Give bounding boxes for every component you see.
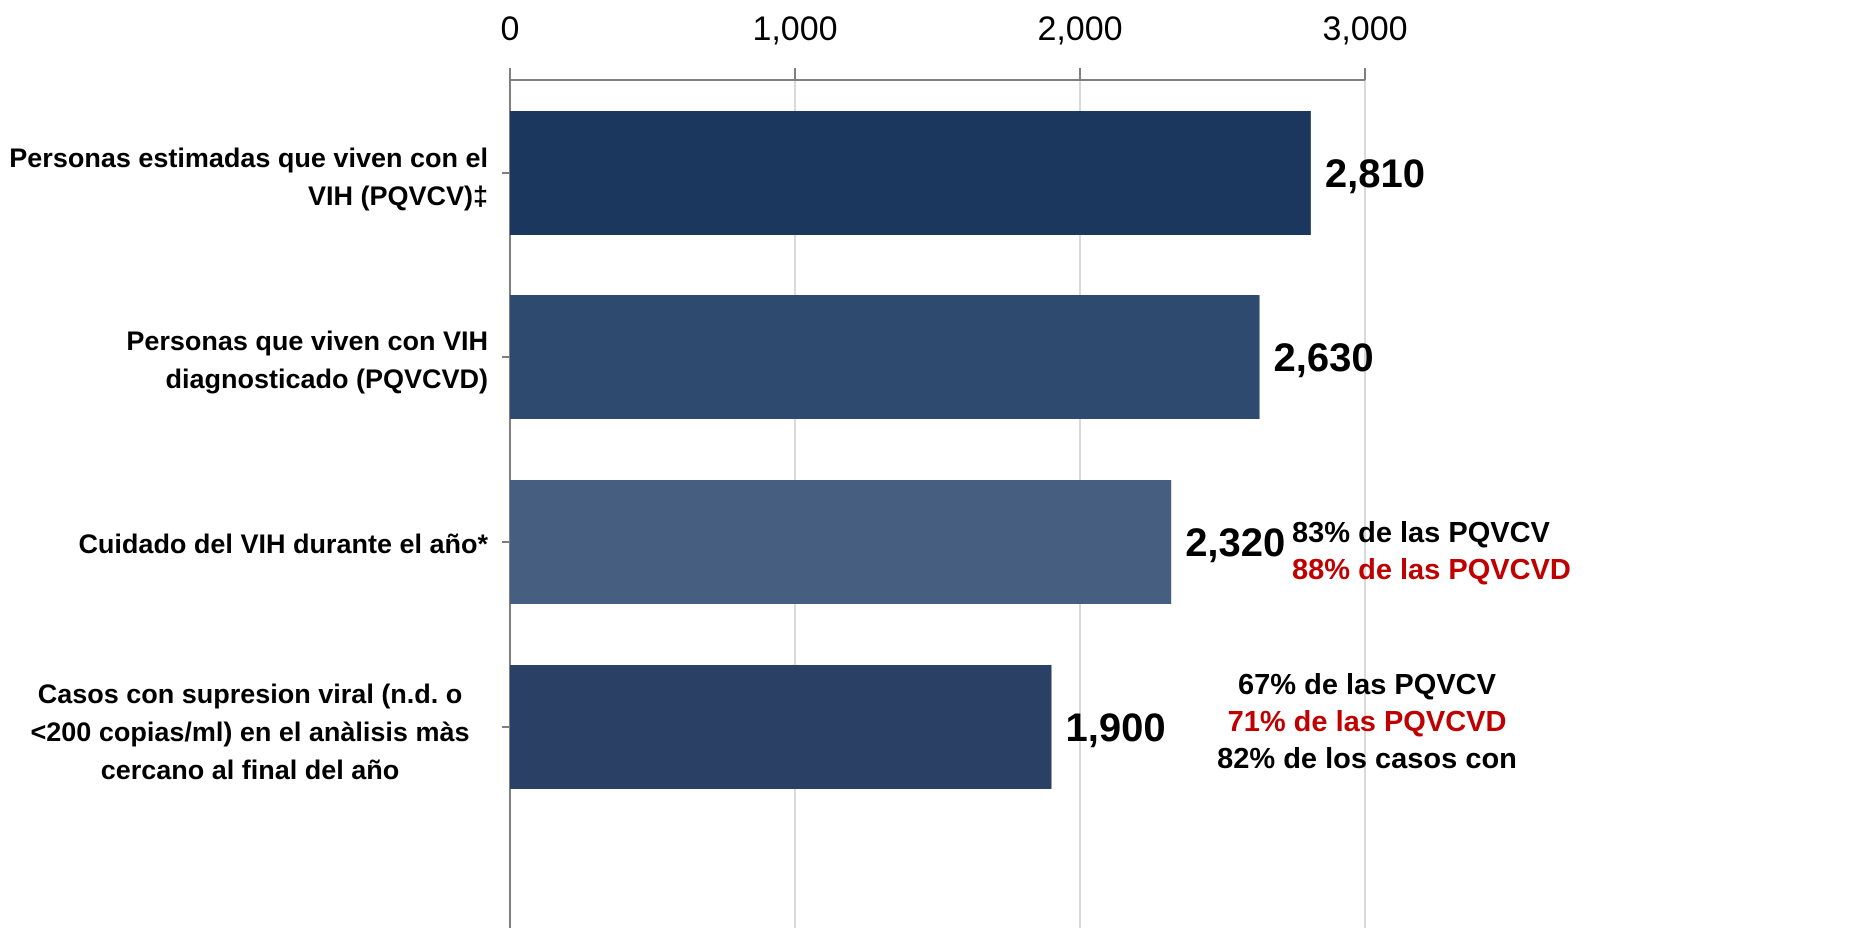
category-label: Cuidado del VIH durante el año* <box>8 525 488 563</box>
bar <box>510 295 1260 419</box>
bar <box>510 480 1172 604</box>
bars <box>510 111 1311 789</box>
category-label-line: cercano al final del año <box>100 755 400 785</box>
x-tick-label: 1,000 <box>752 10 837 48</box>
bar-value-label: 2,320 <box>1185 521 1285 565</box>
annotation-line: 83% de las PQVCV <box>1292 517 1550 549</box>
category-label: Personas estimadas que viven con el VIH (… <box>8 139 488 215</box>
percentage-annotation: 83% de las PQVCV 88% de las PQVCVD <box>1292 515 1571 589</box>
category-label-line: <200 copias/ml) en el anàlisis màs <box>30 717 470 747</box>
x-tick-label: 3,000 <box>1322 10 1407 48</box>
x-tick-label: 0 <box>501 10 520 48</box>
bar <box>510 665 1052 789</box>
annotation-line: 88% de las PQVCVD <box>1292 554 1571 586</box>
x-tick-label: 2,000 <box>1037 10 1122 48</box>
x-axis: 0 1,000 2,000 3,000 <box>501 10 1408 928</box>
category-label-line: Personas estimadas que viven con el <box>9 143 488 173</box>
category-label-line: Casos con supresion viral (n.d. o <box>37 679 463 709</box>
annotation-line: 82% de los casos con <box>1217 743 1517 775</box>
bar-value-label: 1,900 <box>1066 706 1166 750</box>
category-label-line: Cuidado del VIH durante el año* <box>78 529 488 559</box>
bar-value-label: 2,810 <box>1325 152 1425 196</box>
annotation-line: 71% de las PQVCVD <box>1227 706 1507 738</box>
value-labels: 2,810 2,630 2,320 1,900 <box>1066 152 1425 750</box>
category-label-line: Personas que viven con VIH <box>126 326 488 356</box>
percentage-annotation: 67% de las PQVCV 71% de las PQVCVD 82% de … <box>1212 667 1522 778</box>
bar-value-label: 2,630 <box>1274 336 1374 380</box>
category-label: Personas que viven con VIH diagnosticado … <box>8 322 488 398</box>
category-label-line: diagnosticado (PQVCVD) <box>165 364 488 394</box>
category-label: Casos con supresion viral (n.d. o <200 co… <box>10 675 490 789</box>
annotation-line: 67% de las PQVCV <box>1238 669 1496 701</box>
category-label-line: VIH (PQVCV)‡ <box>307 181 488 211</box>
bar <box>510 111 1311 235</box>
